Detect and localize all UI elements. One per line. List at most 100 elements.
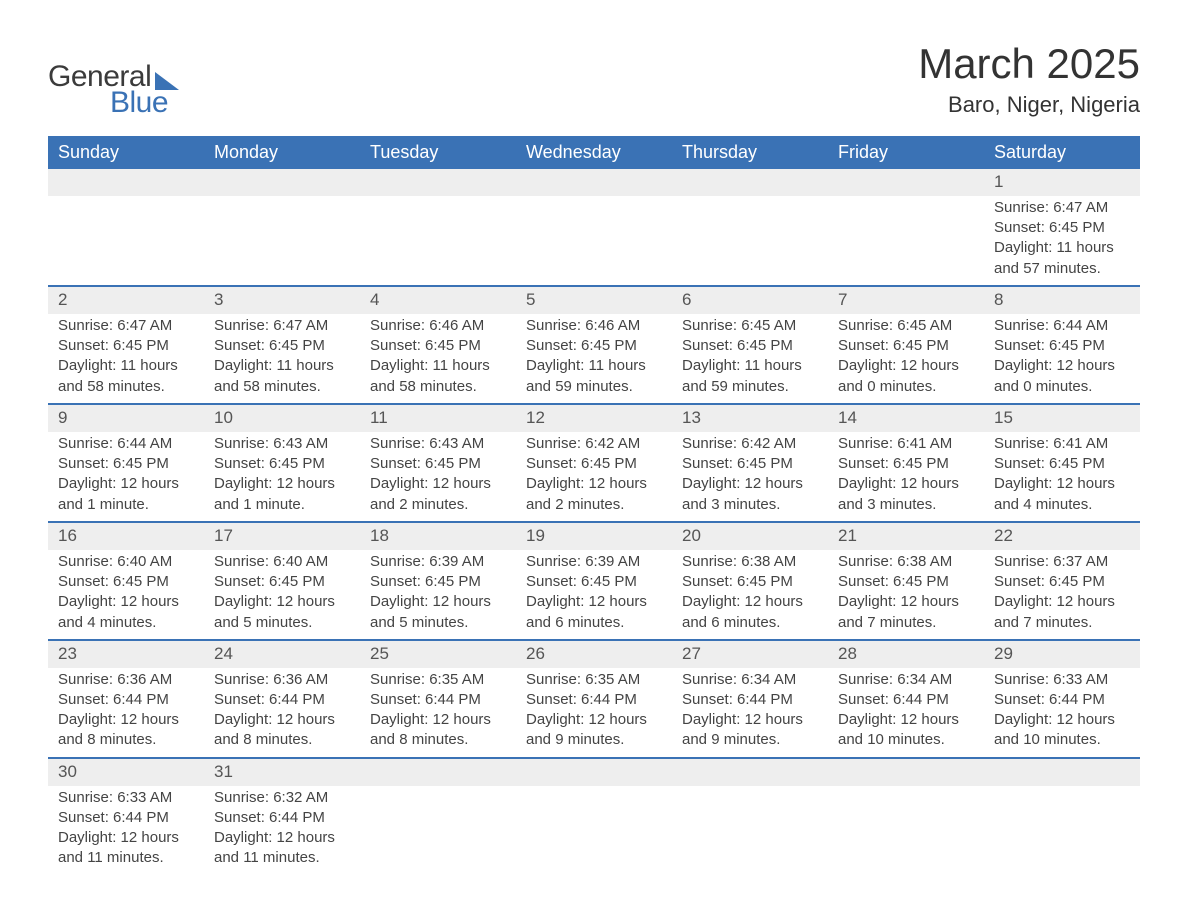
day-data-cell xyxy=(204,196,360,286)
day-number-row: 2345678 xyxy=(48,286,1140,314)
day-data-cell: Sunrise: 6:44 AMSunset: 6:45 PMDaylight:… xyxy=(48,432,204,522)
day-number-cell xyxy=(828,758,984,786)
day-data-cell: Sunrise: 6:44 AMSunset: 6:45 PMDaylight:… xyxy=(984,314,1140,404)
day-data-cell: Sunrise: 6:45 AMSunset: 6:45 PMDaylight:… xyxy=(828,314,984,404)
daylight-text-1: Daylight: 12 hours xyxy=(994,710,1130,730)
day-number-cell: 25 xyxy=(360,640,516,668)
sunset-text: Sunset: 6:45 PM xyxy=(994,218,1130,238)
month-title: March 2025 xyxy=(918,40,1140,88)
daylight-text-1: Daylight: 12 hours xyxy=(838,474,974,494)
daylight-text-2: and 11 minutes. xyxy=(58,848,194,868)
sunrise-text: Sunrise: 6:47 AM xyxy=(214,316,350,336)
sunset-text: Sunset: 6:44 PM xyxy=(58,690,194,710)
day-number-cell: 5 xyxy=(516,286,672,314)
daylight-text-1: Daylight: 12 hours xyxy=(214,592,350,612)
day-data-cell: Sunrise: 6:34 AMSunset: 6:44 PMDaylight:… xyxy=(672,668,828,758)
daylight-text-2: and 2 minutes. xyxy=(370,495,506,515)
sunset-text: Sunset: 6:45 PM xyxy=(214,572,350,592)
daylight-text-2: and 10 minutes. xyxy=(838,730,974,750)
sunset-text: Sunset: 6:45 PM xyxy=(838,336,974,356)
sunrise-text: Sunrise: 6:35 AM xyxy=(526,670,662,690)
day-data-cell: Sunrise: 6:43 AMSunset: 6:45 PMDaylight:… xyxy=(360,432,516,522)
day-number-row: 1 xyxy=(48,169,1140,196)
daylight-text-1: Daylight: 12 hours xyxy=(214,474,350,494)
daylight-text-1: Daylight: 12 hours xyxy=(994,474,1130,494)
weekday-sunday: Sunday xyxy=(48,136,204,169)
daylight-text-2: and 1 minute. xyxy=(58,495,194,515)
daylight-text-1: Daylight: 12 hours xyxy=(370,474,506,494)
title-block: March 2025 Baro, Niger, Nigeria xyxy=(918,40,1140,118)
day-data-cell: Sunrise: 6:45 AMSunset: 6:45 PMDaylight:… xyxy=(672,314,828,404)
sunset-text: Sunset: 6:44 PM xyxy=(214,690,350,710)
daylight-text-1: Daylight: 12 hours xyxy=(526,710,662,730)
day-data-cell xyxy=(360,196,516,286)
sunrise-text: Sunrise: 6:47 AM xyxy=(994,198,1130,218)
daylight-text-1: Daylight: 12 hours xyxy=(526,592,662,612)
day-data-row: Sunrise: 6:36 AMSunset: 6:44 PMDaylight:… xyxy=(48,668,1140,758)
sunrise-text: Sunrise: 6:45 AM xyxy=(682,316,818,336)
day-data-cell xyxy=(828,786,984,875)
weekday-saturday: Saturday xyxy=(984,136,1140,169)
day-data-row: Sunrise: 6:44 AMSunset: 6:45 PMDaylight:… xyxy=(48,432,1140,522)
day-data-cell: Sunrise: 6:37 AMSunset: 6:45 PMDaylight:… xyxy=(984,550,1140,640)
day-number-cell: 23 xyxy=(48,640,204,668)
daylight-text-2: and 4 minutes. xyxy=(58,613,194,633)
day-number-cell: 20 xyxy=(672,522,828,550)
daylight-text-2: and 59 minutes. xyxy=(682,377,818,397)
daylight-text-2: and 7 minutes. xyxy=(994,613,1130,633)
daylight-text-1: Daylight: 12 hours xyxy=(526,474,662,494)
location-subtitle: Baro, Niger, Nigeria xyxy=(918,92,1140,118)
daylight-text-1: Daylight: 12 hours xyxy=(838,710,974,730)
day-number-cell: 17 xyxy=(204,522,360,550)
day-number-cell: 29 xyxy=(984,640,1140,668)
day-number-cell: 4 xyxy=(360,286,516,314)
weekday-thursday: Thursday xyxy=(672,136,828,169)
day-number-cell: 18 xyxy=(360,522,516,550)
day-data-cell: Sunrise: 6:33 AMSunset: 6:44 PMDaylight:… xyxy=(984,668,1140,758)
sunrise-text: Sunrise: 6:46 AM xyxy=(370,316,506,336)
daylight-text-1: Daylight: 11 hours xyxy=(214,356,350,376)
sunrise-text: Sunrise: 6:38 AM xyxy=(838,552,974,572)
daylight-text-2: and 59 minutes. xyxy=(526,377,662,397)
day-number-cell xyxy=(828,169,984,196)
day-data-cell: Sunrise: 6:32 AMSunset: 6:44 PMDaylight:… xyxy=(204,786,360,875)
sunrise-text: Sunrise: 6:44 AM xyxy=(994,316,1130,336)
daylight-text-2: and 9 minutes. xyxy=(526,730,662,750)
sunset-text: Sunset: 6:45 PM xyxy=(58,336,194,356)
sunrise-text: Sunrise: 6:37 AM xyxy=(994,552,1130,572)
sunset-text: Sunset: 6:44 PM xyxy=(994,690,1130,710)
daylight-text-1: Daylight: 12 hours xyxy=(370,710,506,730)
daylight-text-2: and 6 minutes. xyxy=(682,613,818,633)
sunset-text: Sunset: 6:45 PM xyxy=(994,454,1130,474)
day-data-cell: Sunrise: 6:40 AMSunset: 6:45 PMDaylight:… xyxy=(48,550,204,640)
day-data-row: Sunrise: 6:47 AMSunset: 6:45 PMDaylight:… xyxy=(48,196,1140,286)
logo-text-blue: Blue xyxy=(110,86,168,120)
sunrise-text: Sunrise: 6:33 AM xyxy=(994,670,1130,690)
daylight-text-1: Daylight: 12 hours xyxy=(58,474,194,494)
day-data-cell: Sunrise: 6:46 AMSunset: 6:45 PMDaylight:… xyxy=(360,314,516,404)
sunrise-text: Sunrise: 6:39 AM xyxy=(370,552,506,572)
daylight-text-2: and 58 minutes. xyxy=(370,377,506,397)
daylight-text-1: Daylight: 11 hours xyxy=(994,238,1130,258)
day-data-cell: Sunrise: 6:42 AMSunset: 6:45 PMDaylight:… xyxy=(516,432,672,522)
day-data-cell: Sunrise: 6:39 AMSunset: 6:45 PMDaylight:… xyxy=(360,550,516,640)
day-number-cell: 26 xyxy=(516,640,672,668)
sunrise-text: Sunrise: 6:43 AM xyxy=(214,434,350,454)
daylight-text-2: and 9 minutes. xyxy=(682,730,818,750)
weekday-header-row: Sunday Monday Tuesday Wednesday Thursday… xyxy=(48,136,1140,169)
day-data-cell: Sunrise: 6:39 AMSunset: 6:45 PMDaylight:… xyxy=(516,550,672,640)
day-number-cell: 11 xyxy=(360,404,516,432)
day-number-row: 23242526272829 xyxy=(48,640,1140,668)
sunset-text: Sunset: 6:45 PM xyxy=(682,336,818,356)
day-number-cell: 15 xyxy=(984,404,1140,432)
day-data-cell xyxy=(516,786,672,875)
day-data-cell: Sunrise: 6:34 AMSunset: 6:44 PMDaylight:… xyxy=(828,668,984,758)
day-number-row: 3031 xyxy=(48,758,1140,786)
day-number-cell: 3 xyxy=(204,286,360,314)
sunrise-text: Sunrise: 6:35 AM xyxy=(370,670,506,690)
daylight-text-2: and 6 minutes. xyxy=(526,613,662,633)
daylight-text-1: Daylight: 12 hours xyxy=(994,356,1130,376)
sunset-text: Sunset: 6:45 PM xyxy=(838,572,974,592)
calendar-table: Sunday Monday Tuesday Wednesday Thursday… xyxy=(48,136,1140,875)
day-data-cell: Sunrise: 6:41 AMSunset: 6:45 PMDaylight:… xyxy=(984,432,1140,522)
